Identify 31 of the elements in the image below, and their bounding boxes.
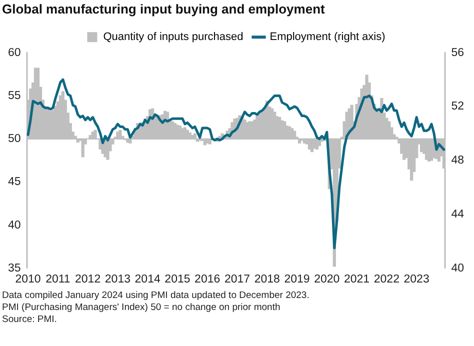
x-tick-label: 2018 xyxy=(254,273,280,286)
x-tick-label: 2020 xyxy=(314,273,340,286)
y2-tick-label: 52 xyxy=(451,100,464,113)
y-tick-label: 45 xyxy=(8,176,21,188)
legend-label: Quantity of inputs purchased xyxy=(103,31,244,44)
y-tick-label: 50 xyxy=(8,133,21,146)
source-note: Source: PMI. xyxy=(2,314,58,326)
x-tick-label: 2021 xyxy=(344,273,370,286)
x-tick-label: 2015 xyxy=(164,273,190,286)
x-tick-label: 2013 xyxy=(104,273,130,286)
y-tick-label: 35 xyxy=(8,262,21,274)
x-tick-label: 2023 xyxy=(404,273,430,286)
legend-label: Employment (right axis) xyxy=(270,31,386,44)
x-tick-label: 2012 xyxy=(75,273,101,286)
y2-tick-label: 56 xyxy=(451,46,464,59)
x-tick-label: 2014 xyxy=(134,273,161,286)
text: Data compiled January 2024 using PMI data updated to December 2023. xyxy=(2,290,310,302)
y2-tick-label: 48 xyxy=(451,154,464,167)
x-tick-label: 2010 xyxy=(15,273,41,286)
x-tick-label: 2016 xyxy=(194,273,220,286)
x-tick-label: 2022 xyxy=(374,273,400,286)
y-tick-label: 55 xyxy=(8,90,21,102)
x-tick-label: 2019 xyxy=(284,273,310,286)
x-tick-label: 2011 xyxy=(46,273,70,286)
y2-tick-label: 44 xyxy=(451,208,465,220)
chart-title: Global manufacturing input buying and employment xyxy=(2,1,326,16)
text: PMI (Purchasing Managers' Index) 50 = no change on prior month xyxy=(2,302,282,314)
y-tick-label: 60 xyxy=(8,46,21,59)
x-tick-label: 2017 xyxy=(224,273,250,286)
y2-tick-label: 40 xyxy=(451,262,464,274)
y-tick-label: 40 xyxy=(8,219,21,232)
